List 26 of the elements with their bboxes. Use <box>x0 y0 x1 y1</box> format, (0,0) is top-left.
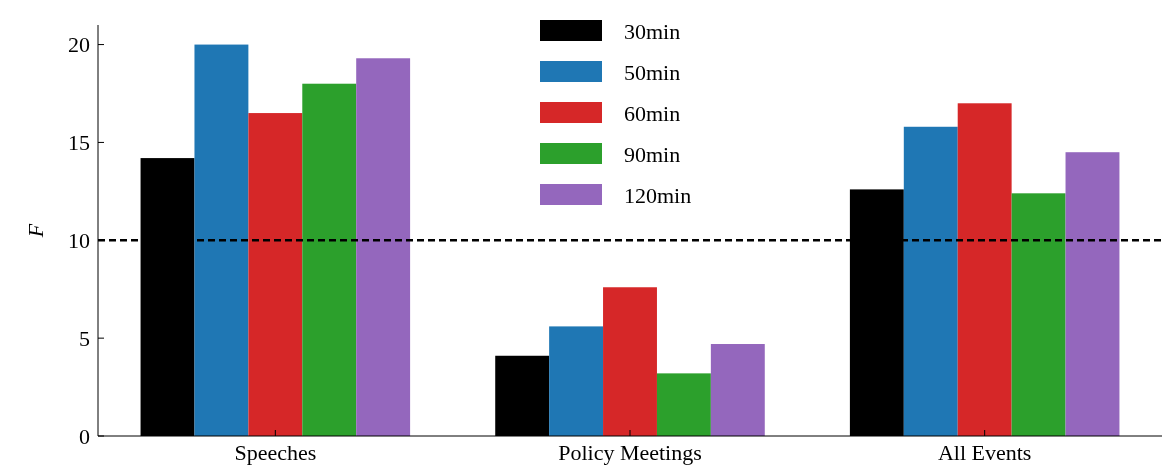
y-axis-title: F <box>23 223 48 239</box>
legend-label: 50min <box>624 59 681 85</box>
y-tick-label: 5 <box>79 325 90 351</box>
bar <box>194 44 249 436</box>
bar <box>656 373 711 436</box>
legend-label: 120min <box>624 182 692 208</box>
bar <box>603 287 657 436</box>
bar <box>248 113 303 436</box>
x-tick-label: Speeches <box>234 440 317 465</box>
bar <box>356 58 411 436</box>
legend-label: 90min <box>624 141 681 167</box>
bar <box>1011 193 1066 436</box>
bar <box>302 83 357 436</box>
bar <box>903 126 958 436</box>
x-tick-label: Policy Meetings <box>558 440 702 465</box>
bar <box>957 103 1012 436</box>
y-tick-label: 0 <box>79 423 90 449</box>
y-tick-label: 20 <box>68 32 90 58</box>
legend-label: 60min <box>624 100 681 126</box>
legend-label: 30min <box>624 18 681 44</box>
bar <box>710 344 765 436</box>
x-tick-label: All Events <box>937 440 1032 465</box>
bar <box>549 326 604 436</box>
bar <box>1065 152 1120 436</box>
y-tick-label: 15 <box>68 130 90 156</box>
y-tick-label: 10 <box>68 227 90 253</box>
